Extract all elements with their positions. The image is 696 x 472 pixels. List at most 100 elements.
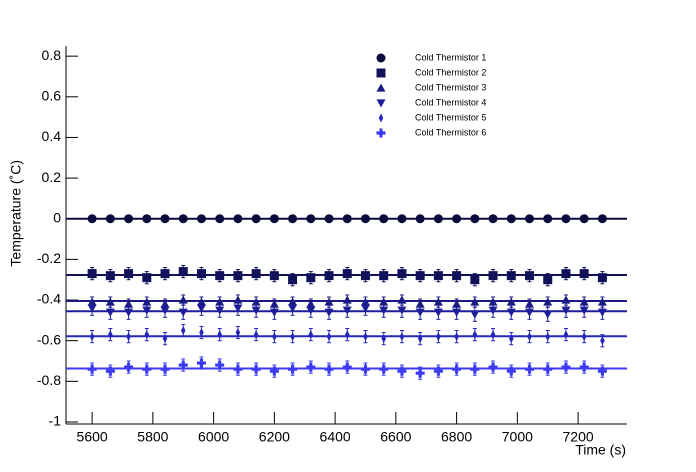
marker <box>196 269 206 279</box>
marker <box>543 310 553 319</box>
marker <box>597 214 607 224</box>
marker <box>196 358 206 368</box>
marker <box>215 297 225 306</box>
marker <box>415 299 425 308</box>
marker <box>87 304 97 313</box>
marker <box>506 366 516 376</box>
marker <box>215 360 225 370</box>
marker <box>124 214 134 224</box>
marker <box>108 330 113 340</box>
marker <box>251 364 261 374</box>
x-tick-label: 5600 <box>77 429 108 445</box>
marker <box>561 269 571 279</box>
marker <box>488 271 498 281</box>
legend-label: Cold Thermistor 4 <box>415 97 486 107</box>
marker <box>452 308 462 317</box>
x-tick-label: 6600 <box>380 429 411 445</box>
y-tick-label: 0.8 <box>42 47 62 63</box>
legend-marker <box>376 128 386 138</box>
marker <box>579 362 589 372</box>
marker <box>397 214 407 224</box>
x-tick-label: 6200 <box>259 429 290 445</box>
marker <box>379 271 389 281</box>
marker <box>324 308 334 317</box>
marker <box>597 308 607 317</box>
marker <box>178 360 188 370</box>
marker <box>488 297 498 306</box>
legend-marker <box>378 113 384 123</box>
marker <box>415 368 425 378</box>
marker <box>488 214 498 224</box>
marker <box>306 214 316 224</box>
x-axis-title: Time (s) <box>575 442 626 458</box>
marker <box>345 330 350 340</box>
legend-label: Cold Thermistor 5 <box>415 112 486 122</box>
marker <box>342 362 352 372</box>
marker <box>488 362 498 372</box>
x-tick-label: 6400 <box>320 429 351 445</box>
marker <box>452 364 462 374</box>
marker <box>87 364 97 374</box>
marker <box>561 295 571 304</box>
marker <box>543 364 553 374</box>
marker <box>543 297 553 306</box>
marker <box>509 334 514 344</box>
y-tick-label: -0.2 <box>37 250 61 266</box>
marker <box>470 275 480 285</box>
marker <box>105 214 115 224</box>
marker <box>543 214 553 224</box>
marker <box>470 310 480 319</box>
marker <box>233 295 243 304</box>
legend-marker <box>376 83 386 92</box>
marker <box>579 269 589 279</box>
marker <box>490 330 496 340</box>
marker <box>178 295 188 304</box>
marker <box>360 364 370 374</box>
marker <box>397 295 407 304</box>
legend-marker <box>376 53 386 63</box>
marker <box>160 214 170 224</box>
x-tick-label: 6800 <box>441 429 472 445</box>
marker <box>160 364 170 374</box>
marker <box>452 214 462 224</box>
marker <box>363 332 368 342</box>
marker <box>269 271 279 281</box>
marker <box>160 306 170 315</box>
marker <box>525 308 535 317</box>
marker <box>379 297 389 306</box>
marker <box>233 271 243 281</box>
marker <box>600 336 605 346</box>
marker <box>415 308 425 317</box>
marker <box>399 332 405 342</box>
marker <box>561 362 571 372</box>
marker <box>597 366 607 376</box>
marker <box>452 299 462 308</box>
legend-marker <box>376 99 386 108</box>
marker <box>269 214 279 224</box>
marker <box>178 308 188 317</box>
marker <box>324 271 334 281</box>
marker <box>142 214 152 224</box>
marker <box>326 332 332 342</box>
marker <box>342 269 352 279</box>
marker <box>342 306 352 315</box>
marker <box>415 271 425 281</box>
marker <box>433 297 443 306</box>
marker <box>196 214 206 224</box>
marker <box>308 330 314 340</box>
y-tick-label: -0.8 <box>37 372 61 388</box>
marker <box>180 326 186 336</box>
marker <box>379 214 389 224</box>
legend-label: Cold Thermistor 6 <box>415 127 486 137</box>
marker <box>142 297 152 306</box>
marker <box>288 364 298 374</box>
marker <box>506 271 516 281</box>
marker <box>87 214 97 224</box>
marker <box>381 334 386 344</box>
marker <box>452 271 462 281</box>
marker <box>563 330 569 340</box>
marker <box>142 306 152 315</box>
marker <box>178 267 188 277</box>
marker <box>433 271 443 281</box>
